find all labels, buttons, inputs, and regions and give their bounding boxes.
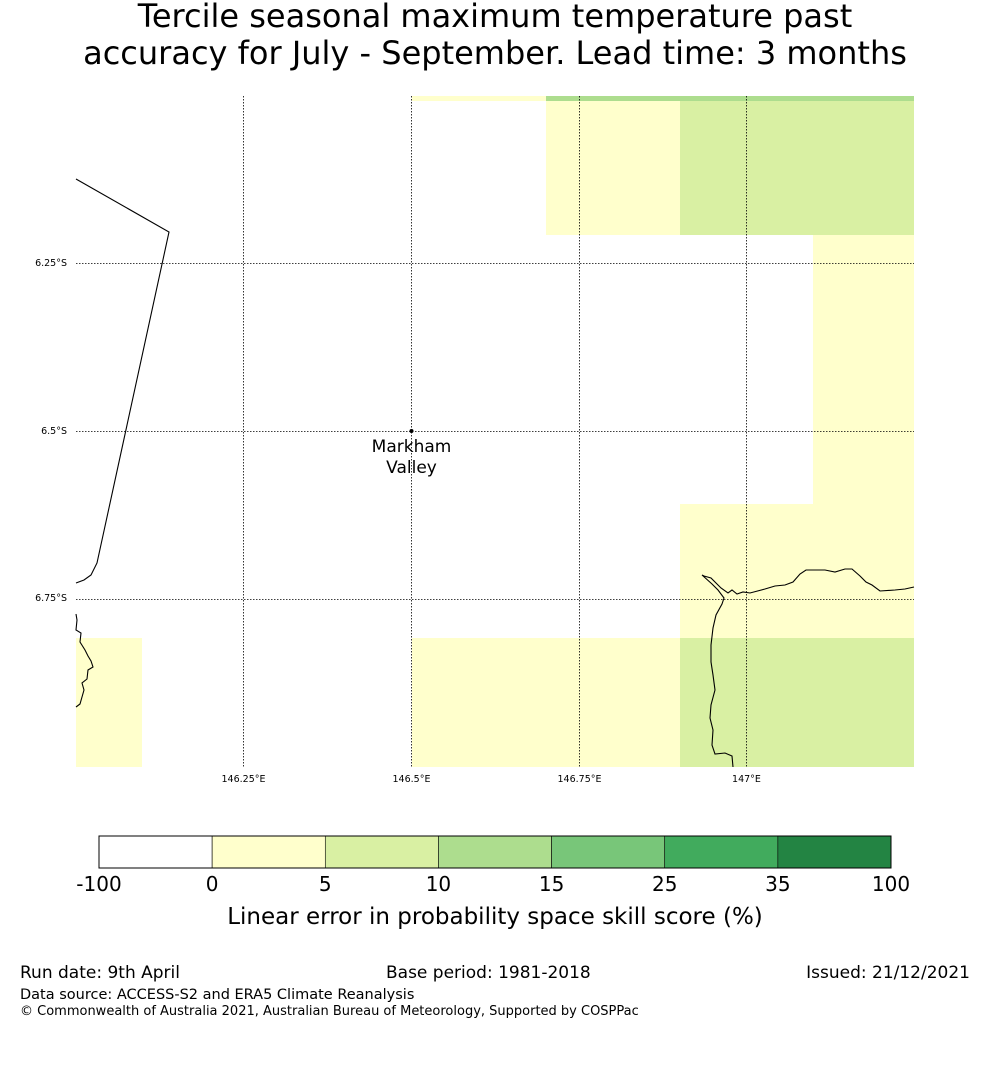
- cell-right-yellow: [813, 235, 914, 504]
- title-line-1: Tercile seasonal maximum temperature pas…: [137, 0, 853, 35]
- colorbar-ticks: -100 0 5 10 15 25 35 100: [76, 872, 910, 896]
- data-source: Data source: ACCESS-S2 and ERA5 Climate …: [20, 987, 415, 1003]
- cell-top-green: [680, 96, 914, 235]
- lon-label-147: 147°E: [732, 774, 761, 785]
- base-period: Base period: 1981-2018: [386, 963, 591, 983]
- skill-cells: [76, 96, 914, 767]
- gridlines: [76, 96, 914, 767]
- title-line-2: accuracy for July - September. Lead time…: [83, 34, 907, 72]
- colorbar-segment: [664, 835, 779, 869]
- colorbar-segment: [777, 835, 892, 869]
- colorbar-tick-label: 35: [765, 872, 790, 896]
- colorbar: -100 0 5 10 15 25 35 100 Linear error in probab…: [76, 835, 910, 930]
- place-label-line-2: Valley: [386, 458, 437, 478]
- issued-date: Issued: 21/12/2021: [806, 963, 970, 983]
- cell-top-thin-yellow: [412, 96, 546, 101]
- colorbar-segments: [98, 835, 892, 869]
- colorbar-tick-label: -100: [76, 872, 121, 896]
- place-label-line-1: Markham: [372, 437, 452, 457]
- colorbar-segment: [211, 835, 326, 869]
- lon-label-146-75: 146.75°E: [558, 774, 602, 785]
- colorbar-tick-label: 15: [539, 872, 564, 896]
- cell-top-strip: [546, 96, 914, 101]
- colorbar-segment: [438, 835, 552, 869]
- cell-mid-yellow: [680, 504, 914, 638]
- lat-label-6-25: 6.25°S: [35, 258, 67, 269]
- colorbar-tick-label: 5: [319, 872, 332, 896]
- border-line-left: [75, 178, 170, 584]
- colorbar-outline: [98, 835, 892, 869]
- cell-bottom-green: [680, 638, 914, 767]
- cell-left-yellow: [76, 638, 142, 767]
- colorbar-segment: [98, 835, 213, 869]
- lon-label-146-25: 146.25°E: [222, 774, 266, 785]
- cell-top-yellow: [546, 96, 680, 235]
- lon-label-146-5: 146.5°E: [393, 774, 431, 785]
- place-marker: [409, 429, 414, 433]
- colorbar-tick-label: 10: [426, 872, 451, 896]
- colorbar-tick-label: 25: [652, 872, 677, 896]
- colorbar-segment: [551, 835, 666, 869]
- colorbar-tick-label: 0: [206, 872, 219, 896]
- lat-label-6-5: 6.5°S: [41, 426, 67, 437]
- colorbar-tick-label: 100: [872, 872, 910, 896]
- coast-right: [701, 568, 915, 768]
- colorbar-segment: [324, 835, 439, 869]
- cell-bottom-yellow: [412, 638, 680, 767]
- copyright: © Commonwealth of Australia 2021, Austra…: [20, 1004, 639, 1019]
- run-date: Run date: 9th April: [20, 963, 180, 983]
- coast-left-bottom: [75, 613, 94, 708]
- colorbar-title: Linear error in probability space skill …: [227, 904, 763, 930]
- lat-label-6-75: 6.75°S: [35, 593, 67, 604]
- coastlines: [75, 178, 915, 768]
